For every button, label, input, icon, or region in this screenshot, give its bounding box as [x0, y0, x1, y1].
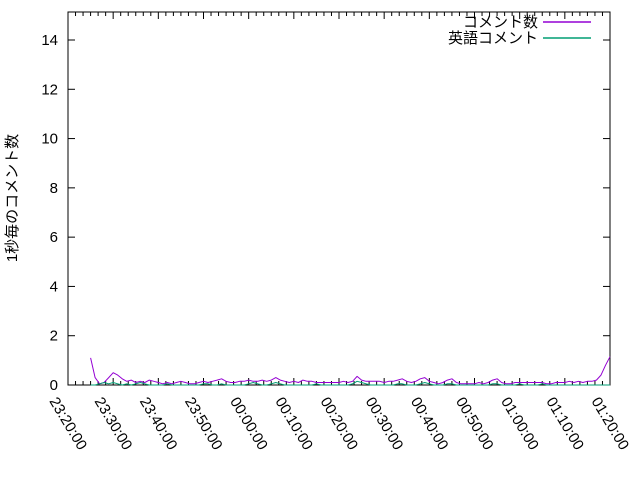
y-tick-label: 14	[41, 32, 58, 49]
y-tick-label: 4	[50, 278, 58, 295]
x-tick-label: 00:50:00	[452, 394, 497, 453]
x-tick-label: 00:40:00	[407, 394, 452, 453]
y-tick-label: 6	[50, 229, 58, 246]
legend-label: コメント数	[463, 14, 538, 31]
x-tick-label: 01:00:00	[497, 394, 542, 453]
x-tick-label: 01:20:00	[588, 394, 633, 453]
x-tick-label: 23:50:00	[181, 394, 226, 453]
x-tick-label: 00:00:00	[226, 394, 271, 453]
y-tick-label: 12	[41, 81, 58, 98]
plot-border	[67, 11, 611, 386]
y-tick-label: 2	[50, 328, 58, 345]
x-tick-label: 01:10:00	[542, 394, 587, 453]
legend-label: 英語コメント	[448, 29, 538, 47]
x-tick-label: 23:20:00	[46, 394, 91, 453]
y-tick-label: 0	[50, 377, 58, 394]
series-line-comments	[90, 356, 611, 385]
series-line-english-comments	[90, 380, 610, 386]
x-tick-label: 23:30:00	[91, 394, 136, 453]
x-tick-label: 00:20:00	[317, 394, 362, 453]
x-tick-label: 23:40:00	[136, 394, 181, 453]
y-axis-title: 1秒毎のコメント数	[4, 134, 21, 262]
y-tick-label: 10	[41, 131, 58, 148]
y-tick-label: 8	[50, 180, 58, 197]
x-tick-label: 00:30:00	[362, 394, 407, 453]
x-tick-label: 00:10:00	[271, 394, 316, 453]
